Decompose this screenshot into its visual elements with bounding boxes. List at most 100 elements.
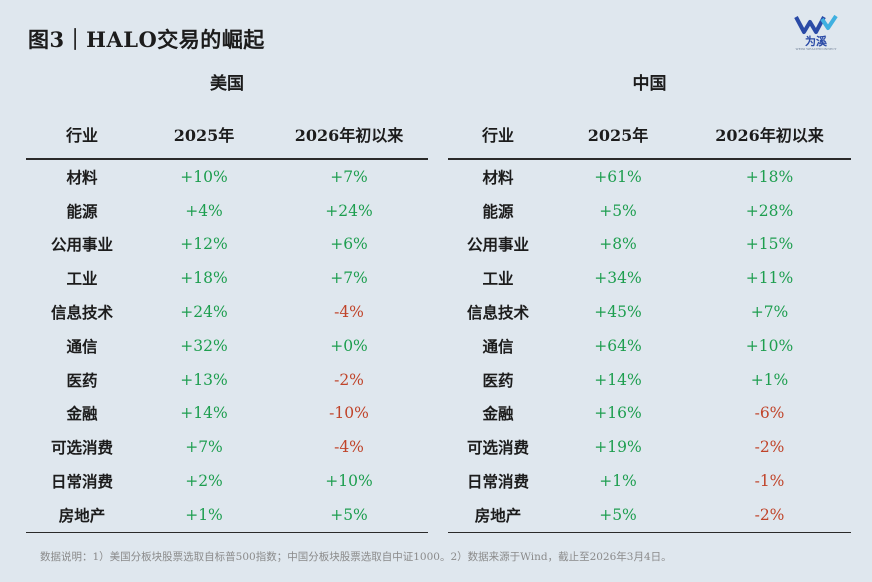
value-2026ytd-cell: +7% (330, 269, 368, 288)
industry-cell: 通信 (482, 336, 514, 356)
value-2026ytd-cell: +18% (745, 167, 794, 186)
value-2025-cell: +34% (594, 269, 642, 288)
industry-cell: 房地产 (474, 505, 522, 525)
value-2025-cell: +12% (180, 235, 228, 254)
industry-cell: 金融 (482, 404, 514, 424)
chart-title: 图3｜HALO交易的崛起 (28, 27, 265, 52)
value-2026ytd-cell: -10% (329, 404, 369, 423)
value-2026ytd-cell: -2% (334, 370, 364, 389)
logo-w-icon (794, 14, 838, 34)
value-2025-cell: +45% (594, 303, 642, 322)
industry-cell: 能源 (66, 201, 98, 221)
industry-cell: 能源 (482, 201, 514, 221)
us-table-title: 美国 (210, 74, 244, 94)
table-row: 工业 +34% +11% (448, 261, 851, 295)
value-2025-cell: +19% (594, 438, 642, 457)
value-2025-cell: +14% (180, 404, 228, 423)
industry-cell: 材料 (482, 167, 514, 187)
industry-cell: 医药 (66, 370, 98, 390)
value-2026ytd-cell: +24% (325, 201, 373, 220)
value-2025-cell: +14% (594, 370, 642, 389)
value-2025-cell: +64% (594, 336, 642, 355)
table-row: 可选消费 +19% -2% (448, 430, 851, 464)
value-2026ytd-cell: -2% (754, 438, 785, 457)
us-table: 行业 2025年 2026年初以来 材料 +10% +7% 能源 +4% +24% 公用事业… (26, 110, 428, 533)
industry-cell: 日常消费 (50, 472, 113, 492)
value-2025-cell: +32% (180, 336, 228, 355)
industry-cell: 工业 (482, 269, 514, 289)
table-row: 能源 +4% +24% (26, 194, 428, 228)
value-2026ytd-cell: +1% (750, 370, 789, 389)
value-2025-cell: +1% (185, 505, 223, 524)
value-2026ytd-cell: +11% (745, 269, 794, 288)
value-2026ytd-cell: +10% (325, 472, 373, 491)
value-2026ytd-cell: +15% (745, 235, 794, 254)
table-row: 金融 +14% -10% (26, 397, 428, 431)
table-row: 通信 +32% +0% (26, 329, 428, 363)
value-2025-cell: +61% (594, 167, 642, 186)
col-header-industry: 行业 (65, 126, 98, 145)
table-row: 医药 +14% +1% (448, 363, 851, 397)
value-2026ytd-cell: +7% (330, 167, 368, 186)
table-row: 信息技术 +45% +7% (448, 295, 851, 329)
table-header: 行业 2025年 2026年初以来 (26, 110, 428, 160)
value-2025-cell: +13% (180, 370, 228, 389)
value-2025-cell: +16% (594, 404, 642, 423)
value-2025-cell: +2% (185, 472, 223, 491)
value-2025-cell: +8% (599, 235, 637, 254)
value-2025-cell: +5% (599, 201, 637, 220)
table-row: 公用事业 +8% +15% (448, 228, 851, 262)
value-2026ytd-cell: +0% (330, 336, 368, 355)
industry-cell: 可选消费 (50, 438, 113, 458)
table-row: 金融 +16% -6% (448, 397, 851, 431)
value-2026ytd-cell: +6% (330, 235, 368, 254)
value-2025-cell: +7% (185, 438, 223, 457)
brand-logo: 为溪 WEIXI WEALTHCONNECT (790, 14, 842, 54)
table-row: 工业 +18% +7% (26, 261, 428, 295)
industry-cell: 可选消费 (466, 438, 529, 458)
table-row: 信息技术 +24% -4% (26, 295, 428, 329)
logo-subtext: WEIXI WEALTHCONNECT (795, 47, 837, 51)
value-2025-cell: +18% (180, 269, 228, 288)
cn-table: 行业 2025年 2026年初以来 材料 +61% +18% 能源 +5% +28% 公用事… (448, 110, 851, 533)
col-header-industry: 行业 (481, 126, 514, 145)
value-2026ytd-cell: -2% (754, 505, 785, 524)
logo-text: 为溪 (805, 35, 827, 48)
industry-cell: 材料 (66, 167, 98, 187)
value-2026ytd-cell: +5% (330, 505, 368, 524)
value-2026ytd-cell: -6% (754, 404, 785, 423)
industry-cell: 信息技术 (50, 303, 113, 323)
value-2025-cell: +10% (180, 167, 228, 186)
industry-cell: 公用事业 (466, 235, 529, 255)
col-header-2026ytd: 2026年初以来 (715, 126, 824, 145)
table-body: 材料 +61% +18% 能源 +5% +28% 公用事业 +8% +15% 工业 +34% +11%… (448, 160, 851, 533)
col-header-2025: 2025年 (173, 126, 235, 145)
value-2026ytd-cell: +7% (750, 303, 789, 322)
table-row: 日常消费 +1% -1% (448, 464, 851, 498)
value-2026ytd-cell: +28% (745, 201, 794, 220)
table-header: 行业 2025年 2026年初以来 (448, 110, 851, 160)
industry-cell: 工业 (66, 269, 98, 289)
value-2025-cell: +24% (180, 303, 228, 322)
industry-cell: 信息技术 (466, 303, 529, 323)
table-row: 公用事业 +12% +6% (26, 228, 428, 262)
value-2026ytd-cell: -1% (754, 472, 785, 491)
value-2026ytd-cell: -4% (334, 303, 364, 322)
industry-cell: 金融 (66, 404, 98, 424)
industry-cell: 日常消费 (466, 472, 529, 492)
col-header-2026ytd: 2026年初以来 (294, 126, 404, 145)
industry-cell: 公用事业 (50, 235, 113, 255)
table-row: 通信 +64% +10% (448, 329, 851, 363)
value-2025-cell: +4% (185, 201, 223, 220)
table-row: 可选消费 +7% -4% (26, 430, 428, 464)
table-row: 房地产 +5% -2% (448, 498, 851, 532)
industry-cell: 房地产 (58, 505, 106, 525)
table-body: 材料 +10% +7% 能源 +4% +24% 公用事业 +12% +6% 工业 +18% +7% 信息… (26, 160, 428, 533)
value-2025-cell: +5% (599, 505, 637, 524)
table-row: 日常消费 +2% +10% (26, 464, 428, 498)
table-row: 房地产 +1% +5% (26, 498, 428, 532)
industry-cell: 医药 (482, 370, 514, 390)
col-header-2025: 2025年 (587, 126, 649, 145)
value-2026ytd-cell: -4% (334, 438, 364, 457)
footnote: 数据说明：1）美国分板块股票选取自标普500指数；中国分板块股票选取自中证100… (40, 551, 672, 563)
